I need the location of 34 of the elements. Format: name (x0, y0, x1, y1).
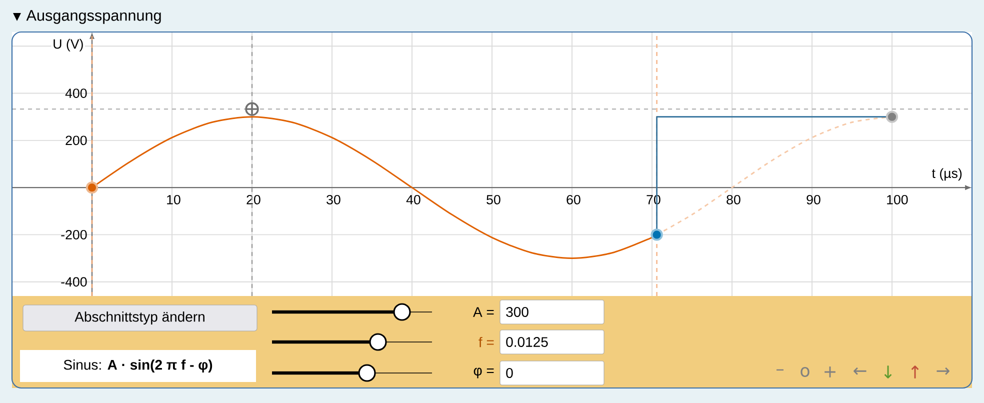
x-axis-title: t (µs) (932, 168, 962, 181)
text: A = (473, 307, 494, 317)
text: + (824, 366, 836, 378)
text: – (776, 369, 784, 371)
x-tick-label: 60 (566, 194, 580, 204)
y-tick-label: -400 (61, 277, 87, 287)
point (650, 228, 663, 241)
chart-title: Ausgangsspannung (26, 10, 161, 24)
point (86, 182, 98, 194)
text: φ = (474, 368, 494, 378)
text: → (936, 367, 950, 375)
text: Sinus: A · sin(2 π f - φ) (64, 359, 212, 373)
x-tick-label: 80 (726, 194, 740, 204)
point (245, 102, 259, 116)
text: o (800, 367, 810, 377)
y-tick-label: 400 (65, 88, 87, 98)
x-tick-label: 30 (326, 194, 340, 204)
x-tick-label: 100 (887, 194, 908, 204)
text: ↑ (911, 366, 919, 378)
point (886, 110, 898, 123)
y-tick-label: 200 (66, 136, 87, 146)
x-tick-label: 50 (486, 194, 500, 204)
text: ↓ (884, 366, 892, 378)
text: 0.0125 (506, 337, 548, 347)
x-tick-label: 40 (406, 194, 420, 204)
text: ← (854, 367, 866, 375)
y-axis-title: U (V) (54, 38, 83, 52)
y-tick-label: -200 (61, 230, 87, 240)
text: 300 (506, 307, 528, 317)
x-tick-label: 90 (806, 194, 820, 204)
text: Abschnittstyp ändern (74, 311, 204, 325)
x-tick-label: 10 (167, 194, 180, 204)
text: f = (478, 336, 494, 348)
text: 0 (506, 368, 513, 378)
